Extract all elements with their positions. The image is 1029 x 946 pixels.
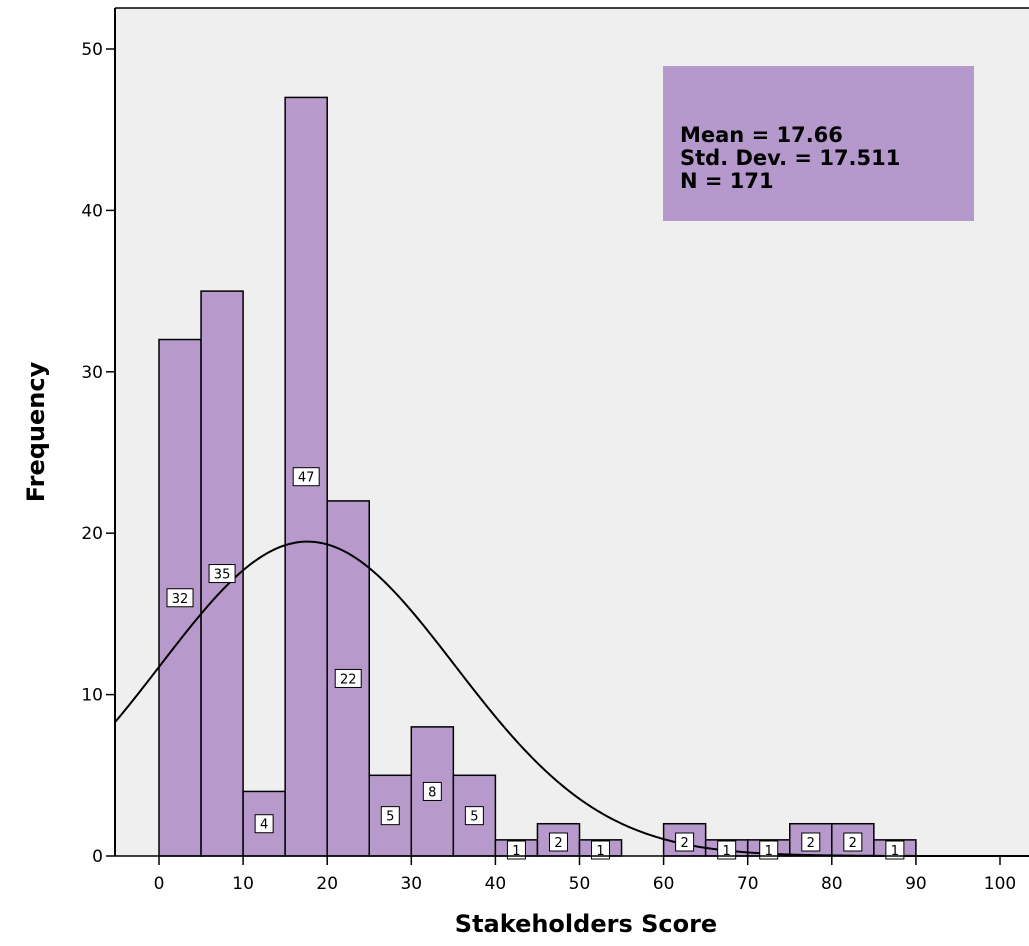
bar-value-label-box (208, 564, 236, 584)
bar-value-label-box (422, 781, 442, 801)
bar-value-label-box (464, 806, 484, 826)
y-tick-label: 0 (92, 847, 103, 867)
stats-n: N = 171 (680, 169, 774, 193)
bar-value-label-text: 2 (680, 836, 688, 851)
bar-value-label: 5 (380, 806, 400, 826)
bar-value-label-text: 32 (172, 592, 189, 607)
bar-value-label-text: 22 (340, 672, 357, 687)
x-axis-title: Stakeholders Score (455, 910, 717, 938)
x-tick-label: 50 (569, 874, 591, 894)
bar-value-label-text: 2 (807, 836, 815, 851)
stats-box: Mean = 17.66 Std. Dev. = 17.511 N = 171 (663, 66, 974, 221)
bar-value-label-box (548, 832, 568, 852)
x-tick-label: 0 (154, 874, 165, 894)
bar-value-label: 1 (506, 840, 526, 860)
bar-value-label: 2 (801, 832, 821, 852)
bar-value-label-box (506, 840, 526, 860)
bar-value-label: 1 (717, 840, 737, 860)
bar-value-label-box (675, 832, 695, 852)
bar-value-label-text: 47 (298, 471, 315, 486)
bar-value-label: 8 (422, 781, 442, 801)
y-axis-title: Frequency (22, 361, 50, 502)
bar-value-label-text: 35 (214, 568, 231, 583)
x-tick-label: 80 (821, 874, 843, 894)
bar-value-label-text: 4 (260, 818, 268, 833)
bar-value-label-box (591, 840, 611, 860)
bar-value-label-text: 8 (428, 785, 436, 800)
stats-box-background (663, 66, 974, 221)
y-tick-label: 10 (81, 686, 103, 706)
bar-value-label-box (166, 588, 194, 608)
bar-value-label-text: 1 (765, 844, 773, 859)
y-tick-label: 40 (81, 201, 103, 221)
bar-value-label-text: 2 (554, 836, 562, 851)
bar-value-label-text: 1 (891, 844, 899, 859)
x-tick-label: 90 (905, 874, 927, 894)
bar-value-label: 2 (843, 832, 863, 852)
x-tick-label: 70 (737, 874, 759, 894)
bar-value-label: 1 (759, 840, 779, 860)
stats-std-dev: Std. Dev. = 17.511 (680, 146, 900, 170)
bar-value-label: 2 (675, 832, 695, 852)
bar-value-label-box (334, 668, 362, 688)
y-tick-label: 20 (81, 524, 103, 544)
x-tick-label: 60 (653, 874, 675, 894)
y-tick-label: 50 (81, 40, 103, 60)
bar-value-label-box (254, 814, 274, 834)
bar-value-label-box (843, 832, 863, 852)
x-tick-label: 40 (485, 874, 507, 894)
bar-value-label-text: 1 (723, 844, 731, 859)
bar-value-label: 47 (292, 467, 320, 487)
bar-value-label-box (292, 467, 320, 487)
bar-value-label-text: 5 (386, 810, 394, 825)
bar-value-label-box (759, 840, 779, 860)
bar-value-label: 4 (254, 814, 274, 834)
x-tick-label: 10 (232, 874, 254, 894)
bar-value-label: 1 (591, 840, 611, 860)
bar-value-label-text: 1 (512, 844, 520, 859)
y-tick-label: 30 (81, 363, 103, 383)
stats-mean: Mean = 17.66 (680, 123, 843, 147)
bar-value-label: 5 (464, 806, 484, 826)
x-axis-ticks: 0 10 20 30 40 50 60 70 80 90 100 (154, 856, 1016, 894)
bar-value-label-text: 1 (596, 844, 604, 859)
bar-value-label: 22 (334, 668, 362, 688)
bar-value-label-text: 2 (849, 836, 857, 851)
bar-value-label: 2 (548, 832, 568, 852)
bar-value-label-box (717, 840, 737, 860)
y-axis-ticks: 0 10 20 30 40 50 (81, 40, 115, 867)
bar-value-label-text: 5 (470, 810, 478, 825)
x-tick-label: 20 (316, 874, 338, 894)
x-tick-label: 30 (400, 874, 422, 894)
bar-value-label: 35 (208, 564, 236, 584)
bar-value-label: 32 (166, 588, 194, 608)
bar-value-label-box (380, 806, 400, 826)
bar-value-label: 1 (885, 840, 905, 860)
bar-value-label-box (801, 832, 821, 852)
x-tick-label: 100 (984, 874, 1016, 894)
bar-value-label-box (885, 840, 905, 860)
